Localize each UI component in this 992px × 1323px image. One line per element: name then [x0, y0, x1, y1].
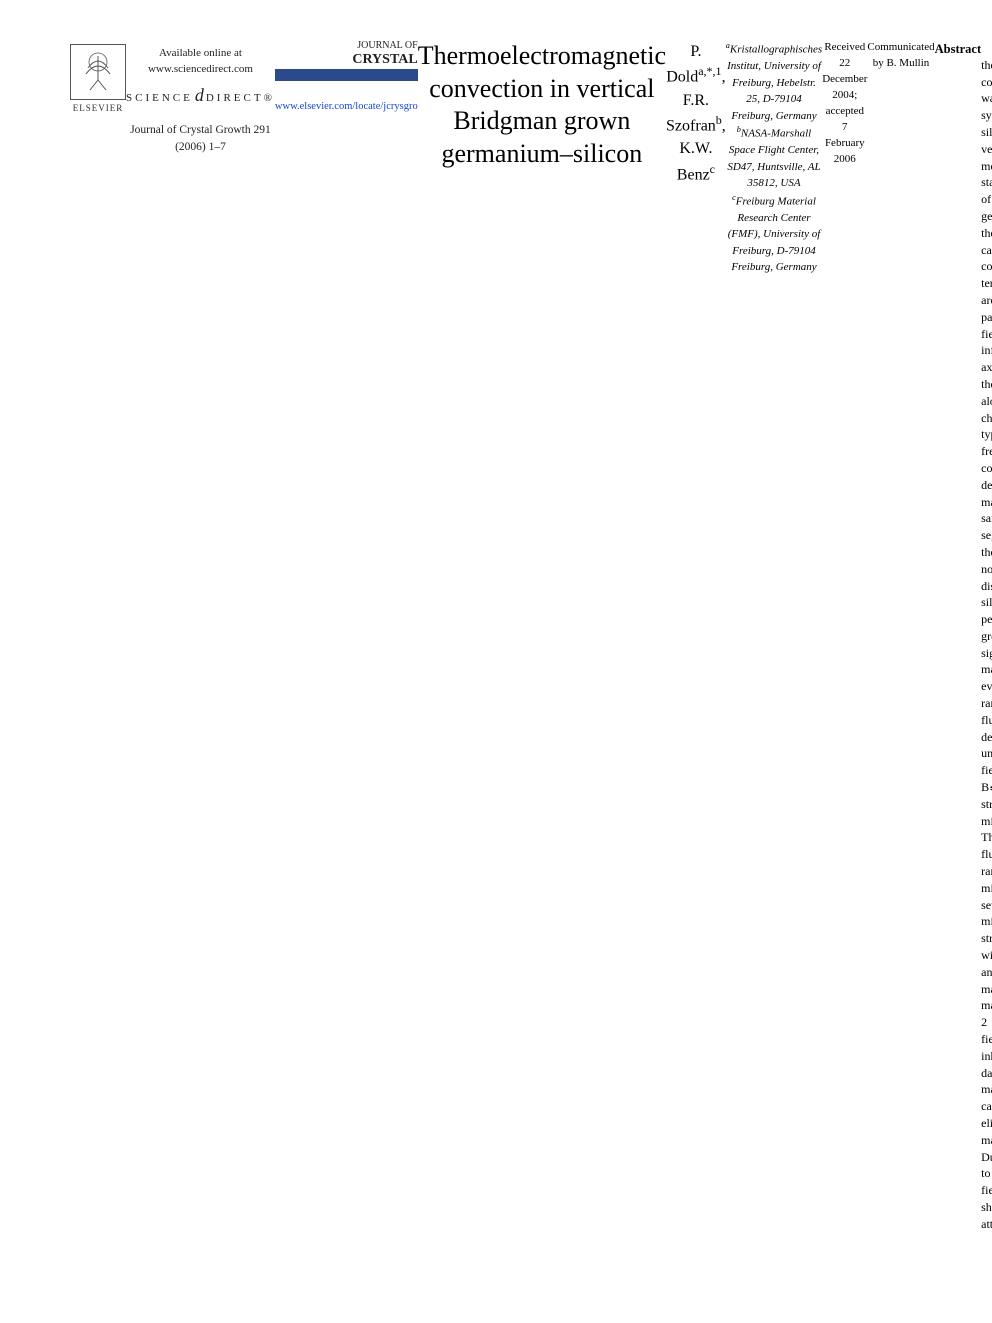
affiliations: aKristallographisches Institut, Universi… — [726, 40, 822, 276]
author-1-sup: a,*,1 — [698, 64, 721, 78]
abstract-body: The effect of thermoelectromagnetic conv… — [981, 40, 992, 1233]
title-line-1: Thermoelectromagnetic convection in vert… — [418, 41, 666, 135]
journal-brand: JOURNAL OF CRYSTAL www.elsevier.com/loca… — [275, 40, 418, 113]
brand-bar — [275, 69, 418, 81]
article-title: Thermoelectromagnetic convection in vert… — [418, 40, 666, 170]
journal-url-link[interactable]: www.elsevier.com/locate/jcrysgro — [275, 101, 418, 114]
communicated-by: Communicated by B. Mullin — [867, 40, 934, 72]
sciencedirect-logo: SCIENCEdDIRECT® — [126, 82, 275, 108]
header-center: Available online at www.sciencedirect.co… — [126, 40, 275, 155]
affil-b: NASA-Marshall Space Flight Center, SD47,… — [727, 128, 820, 190]
sd-left: SCIENCE — [126, 92, 193, 104]
article-dates: Received 22 December 2004; accepted 7 Fe… — [822, 40, 867, 168]
journal-reference: Journal of Crystal Growth 291 (2006) 1–7 — [126, 122, 275, 155]
page-header: ELSEVIER Available online at www.science… — [70, 40, 922, 1233]
affil-c: Freiburg Material Research Center (FMF),… — [728, 195, 821, 273]
abstract-heading: Abstract — [935, 40, 982, 58]
brand-prefix: JOURNAL OF — [275, 40, 418, 52]
authors: P. Dolda,*,1, F.R. Szofranb, K.W. Benzc — [666, 40, 726, 186]
author-3-sup: c — [710, 162, 715, 176]
title-line-2: germanium–silicon — [441, 139, 642, 168]
brand-crystal: CRYSTAL — [275, 52, 418, 69]
sd-d-icon: d — [193, 85, 206, 105]
elsevier-text: ELSEVIER — [73, 102, 124, 115]
sd-right: DIRECT® — [206, 92, 275, 104]
available-online-text: Available online at www.sciencedirect.co… — [126, 46, 275, 78]
affil-a: Kristallographisches Institut, Universit… — [727, 44, 822, 122]
elsevier-tree-icon — [70, 44, 126, 100]
header-right: JOURNAL OF CRYSTAL www.elsevier.com/loca… — [275, 40, 418, 117]
author-1: P. Dold — [666, 43, 701, 86]
elsevier-logo: ELSEVIER — [70, 40, 126, 120]
